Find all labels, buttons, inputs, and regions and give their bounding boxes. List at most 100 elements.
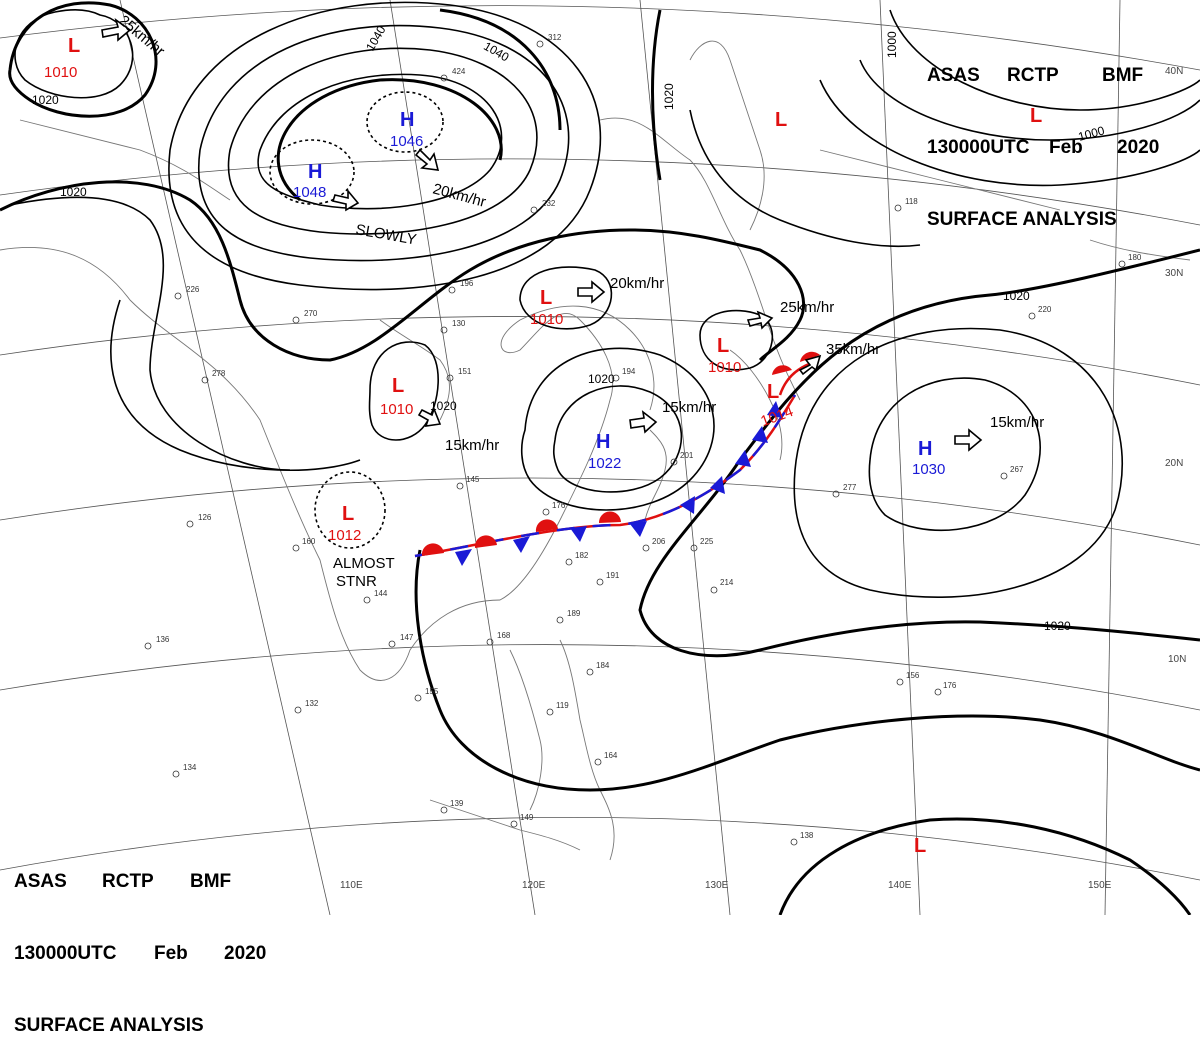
header-center: ASAS xyxy=(14,871,67,892)
motion-arrows xyxy=(101,18,983,452)
low-center: L 1010 xyxy=(380,375,413,418)
isobar-label: 1020 xyxy=(32,93,59,107)
svg-text:196: 196 xyxy=(460,279,474,288)
svg-text:155: 155 xyxy=(425,687,439,696)
svg-text:180: 180 xyxy=(1128,253,1142,262)
lat-label: 30N xyxy=(1165,268,1183,279)
analysis-footer: ASAS RCTP BMF 130000UTC Feb 2020 SURFACE ANA… xyxy=(14,822,266,1062)
motion-speed: ALMOST xyxy=(333,555,395,572)
cold-front-triangles xyxy=(455,401,782,566)
svg-text:225: 225 xyxy=(700,537,714,546)
header-time: 130000UTC xyxy=(14,943,117,964)
lon-label: 110E xyxy=(340,880,363,891)
pressure-value: 1048 xyxy=(293,184,326,201)
high-center: H 1046 xyxy=(390,109,423,150)
lon-label: 120E xyxy=(522,880,546,891)
pressure-value: 1030 xyxy=(912,461,945,478)
motion-speed: 15km/hr xyxy=(990,414,1044,431)
high-center: H 1030 xyxy=(912,438,945,478)
pressure-letter: L xyxy=(914,835,926,857)
lat-label: 20N xyxy=(1165,458,1183,469)
svg-text:160: 160 xyxy=(302,537,316,546)
isobar-label: 1020 xyxy=(1044,619,1071,633)
isobar-label: 1000 xyxy=(885,31,899,58)
pressure-letter: H xyxy=(596,431,610,453)
header-line-1: ASAS RCTP BMF xyxy=(14,870,266,894)
lon-label: 150E xyxy=(1088,880,1112,891)
pressure-value: 1046 xyxy=(390,133,423,150)
svg-text:147: 147 xyxy=(400,633,414,642)
pressure-letter: L xyxy=(68,35,80,57)
pressure-letter: H xyxy=(308,161,322,183)
coastlines xyxy=(0,40,1191,861)
motion-speed: 15km/hr xyxy=(445,437,499,454)
header-month: Feb xyxy=(1049,137,1083,158)
svg-text:182: 182 xyxy=(575,551,589,560)
grid-labels: 40N 30N 20N 10N 110E 120E 130E 140E 150E xyxy=(340,66,1186,891)
svg-text:312: 312 xyxy=(548,33,562,42)
header-year: 2020 xyxy=(224,943,267,964)
header-line-3: SURFACE ANALYSIS xyxy=(927,209,1117,230)
lat-label: 10N xyxy=(1168,654,1186,665)
low-center: L 1012 xyxy=(328,503,361,544)
low-center: L 1010 xyxy=(708,335,741,376)
isobar-label: 1020 xyxy=(430,399,457,413)
pressure-value: 1010 xyxy=(530,311,563,328)
pressure-letter: L xyxy=(342,503,354,525)
svg-text:267: 267 xyxy=(1010,465,1024,474)
header-station: RCTP xyxy=(102,871,154,892)
pressure-letter: L xyxy=(540,287,552,309)
header-time: 130000UTC xyxy=(927,137,1030,158)
motion-speed: 25km/hr xyxy=(780,299,834,316)
lon-label: 140E xyxy=(888,880,912,891)
station-obs: 312 424 232 130 145 176 206 182 191 189 … xyxy=(156,33,1142,840)
pressure-letter: H xyxy=(400,109,414,131)
svg-text:214: 214 xyxy=(720,578,734,587)
isobars-thick xyxy=(0,1,1200,915)
stationary-front xyxy=(414,351,820,566)
isobar-label: 1020 xyxy=(662,83,676,110)
svg-text:134: 134 xyxy=(183,763,197,772)
svg-text:184: 184 xyxy=(596,661,610,670)
isobars-thin xyxy=(9,1,1200,598)
svg-text:206: 206 xyxy=(652,537,666,546)
header-center: ASAS xyxy=(927,65,980,86)
header-station: RCTP xyxy=(1007,65,1059,86)
pressure-letter: L xyxy=(392,375,404,397)
pressure-letter: L xyxy=(767,381,779,403)
pressure-value: 1010 xyxy=(380,401,413,418)
pressure-letter: L xyxy=(1030,105,1042,127)
svg-text:138: 138 xyxy=(800,831,814,840)
pressure-letter: L xyxy=(717,335,729,357)
header-code: BMF xyxy=(190,871,232,892)
motion-speed: 35km/hr xyxy=(826,341,880,358)
pressure-value: 1022 xyxy=(588,455,621,472)
svg-text:277: 277 xyxy=(843,483,857,492)
svg-text:226: 226 xyxy=(186,285,200,294)
header-month: Feb xyxy=(154,943,188,964)
station-markers xyxy=(144,40,1126,846)
svg-text:139: 139 xyxy=(450,799,464,808)
svg-text:194: 194 xyxy=(622,367,636,376)
high-center: H 1048 xyxy=(293,161,326,201)
svg-text:176: 176 xyxy=(943,681,957,690)
pressure-centers: L 1010 H 1046 H 1048 L L L 1010 L 1010 L… xyxy=(44,35,1042,857)
svg-text:189: 189 xyxy=(567,609,581,618)
svg-text:176: 176 xyxy=(552,501,566,510)
svg-text:168: 168 xyxy=(497,631,511,640)
header-line-2: 130000UTC Feb 2020 xyxy=(14,942,266,966)
isobars-dashed xyxy=(269,91,444,549)
svg-text:278: 278 xyxy=(212,369,226,378)
pressure-value: 1010 xyxy=(44,64,77,81)
svg-text:149: 149 xyxy=(520,813,534,822)
svg-text:164: 164 xyxy=(604,751,618,760)
header-line-3: SURFACE ANALYSIS xyxy=(14,1015,204,1036)
isobar-label: 1020 xyxy=(588,372,615,386)
svg-text:126: 126 xyxy=(198,513,212,522)
lat-label: 40N xyxy=(1165,66,1183,77)
pressure-letter: L xyxy=(775,109,787,131)
low-center: L 1010 xyxy=(530,287,563,328)
header-line-2: 130000UTC Feb 2020 xyxy=(927,136,1159,160)
svg-text:130: 130 xyxy=(452,319,466,328)
svg-text:118: 118 xyxy=(905,197,918,206)
